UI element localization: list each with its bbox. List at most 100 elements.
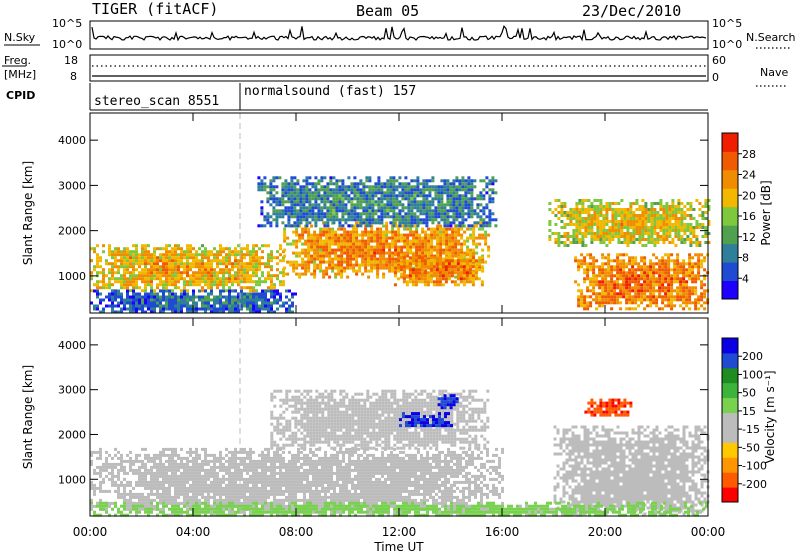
echo-cell — [177, 298, 180, 302]
echo-cell — [207, 277, 210, 281]
colorbar-tick-label: 12 — [742, 231, 756, 244]
echo-cell — [619, 274, 623, 278]
echo-cell — [135, 480, 138, 484]
echo-cell — [334, 275, 338, 279]
echo-cell — [180, 262, 183, 266]
echo-cell — [482, 224, 486, 228]
echo-cell — [640, 277, 644, 281]
echo-cell — [168, 474, 171, 478]
echo-cell — [443, 191, 447, 195]
echo-cell — [311, 209, 315, 213]
echo-cell — [370, 257, 374, 261]
echo-cell — [431, 203, 435, 207]
echo-cell — [207, 292, 210, 296]
echo-cell — [560, 205, 564, 208]
freq-panel: Freq. [MHz] 18 8 60 0 Nave — [2, 54, 788, 87]
echo-cell — [322, 239, 326, 243]
echo-cell — [652, 301, 656, 305]
echo-cell — [613, 286, 617, 290]
echo-cell — [347, 176, 351, 180]
echo-cell — [472, 233, 476, 237]
echo-cell — [183, 286, 186, 290]
echo-cell — [246, 292, 249, 296]
echo-cell — [114, 277, 117, 281]
echo-cell — [159, 271, 162, 275]
echo-cell — [117, 271, 120, 275]
echo-cell — [392, 191, 396, 195]
echo-cell — [460, 233, 464, 237]
echo-cell — [174, 492, 177, 496]
echo-cell — [234, 277, 237, 281]
echo-cell — [266, 200, 270, 204]
echo-cell — [389, 185, 393, 189]
echo-cell — [703, 277, 707, 281]
echo-cell — [695, 226, 699, 229]
echo-cell — [320, 206, 324, 210]
echo-cell — [441, 268, 445, 272]
echo-cell — [252, 256, 255, 260]
echo-cell — [437, 200, 441, 204]
echo-cell — [189, 489, 192, 493]
echo-cell — [611, 238, 615, 241]
echo-cell — [408, 280, 412, 284]
echo-cell — [356, 200, 360, 204]
echo-cell — [313, 245, 317, 249]
echo-cell — [470, 200, 474, 204]
echo-cell — [183, 271, 186, 275]
echo-cell — [189, 280, 192, 284]
echo-cell — [453, 271, 457, 275]
echo-cell — [296, 179, 300, 183]
echo-cell — [135, 492, 138, 496]
echo-cell — [679, 295, 683, 299]
nsky-tick-high: 10^5 — [52, 17, 82, 30]
echo-cell — [279, 304, 282, 308]
echo-cell — [481, 233, 485, 237]
echo-cell — [141, 250, 144, 254]
echo-cell — [171, 256, 174, 260]
echo-cell — [647, 211, 651, 214]
echo-cell — [171, 250, 174, 254]
echo-cell — [141, 304, 144, 308]
echo-cell — [449, 206, 453, 210]
echo-cell — [284, 182, 288, 186]
echo-cell — [222, 307, 225, 311]
echo-cell — [246, 268, 249, 272]
echo-cell — [610, 286, 614, 290]
echo-cell — [634, 292, 638, 296]
echo-cell — [407, 188, 411, 192]
echo-cell — [263, 215, 267, 219]
echo-cell — [308, 191, 312, 195]
echo-cell — [162, 310, 165, 314]
echo-cell — [275, 209, 279, 213]
echo-cell — [673, 271, 677, 275]
echo-cell — [189, 501, 192, 505]
echo-cell — [437, 185, 441, 189]
echo-cell — [246, 274, 249, 278]
echo-cell — [135, 283, 138, 287]
echo-cell — [389, 194, 393, 198]
echo-cell — [370, 245, 374, 249]
echo-cell — [613, 268, 617, 272]
echo-cell — [304, 242, 308, 246]
echo-cell — [192, 298, 195, 302]
echo-cell — [376, 251, 380, 255]
echo-cell — [310, 224, 314, 228]
echo-cell — [632, 229, 636, 232]
echo-cell — [204, 283, 207, 287]
echo-cell — [269, 224, 273, 228]
echo-cell — [144, 295, 147, 299]
echo-cell — [380, 188, 384, 192]
echo-cell — [638, 229, 642, 232]
echo-cell — [437, 221, 441, 225]
echo-cell — [373, 239, 377, 243]
echo-cell — [371, 218, 375, 222]
echo-cell — [207, 301, 210, 305]
echo-cell — [605, 244, 609, 247]
echo-cell — [643, 292, 647, 296]
echo-cell — [405, 265, 409, 269]
echo-cell — [577, 262, 581, 266]
echo-cell — [201, 298, 204, 302]
echo-cell — [438, 274, 442, 278]
echo-cell — [314, 215, 318, 219]
echo-cell — [258, 283, 261, 287]
